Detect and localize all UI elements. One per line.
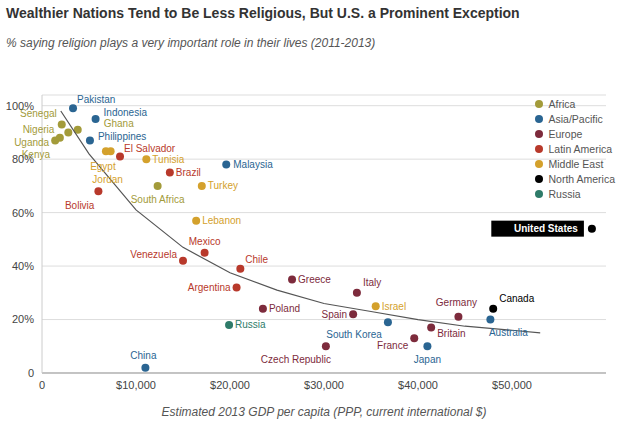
svg-text:$10,000: $10,000 bbox=[116, 379, 156, 391]
svg-text:United States: United States bbox=[514, 223, 578, 234]
html-text:Africa: Africa bbox=[548, 97, 576, 110]
svg-text:Poland: Poland bbox=[269, 303, 300, 314]
svg-text:Czech Republic: Czech Republic bbox=[261, 354, 331, 365]
svg-text:Britain: Britain bbox=[437, 328, 465, 339]
svg-text:60%: 60% bbox=[12, 207, 34, 219]
svg-text:El Salvador: El Salvador bbox=[124, 143, 176, 154]
html-text:Russia: Russia bbox=[548, 187, 581, 200]
html-text:Europe: Europe bbox=[548, 127, 583, 140]
svg-text:Greece: Greece bbox=[298, 274, 331, 285]
svg-text:Bolivia: Bolivia bbox=[65, 200, 95, 211]
svg-text:Lebanon: Lebanon bbox=[202, 215, 241, 226]
svg-text:Australia: Australia bbox=[489, 327, 528, 338]
svg-text:$30,000: $30,000 bbox=[304, 379, 344, 391]
svg-text:Estimated 2013 GDP per capita: Estimated 2013 GDP per capita (PPP, curr… bbox=[162, 405, 487, 419]
html-text:Wealthier Nations Tend to Be L: Wealthier Nations Tend to Be Less Religi… bbox=[6, 5, 520, 21]
svg-text:Uganda: Uganda bbox=[14, 137, 49, 148]
svg-text:Ghana: Ghana bbox=[104, 118, 134, 129]
svg-text:Senegal: Senegal bbox=[20, 107, 57, 119]
svg-text:Turkey: Turkey bbox=[208, 180, 238, 191]
svg-text:Philippines: Philippines bbox=[98, 131, 146, 142]
svg-text:Spain: Spain bbox=[322, 309, 348, 320]
svg-text:Brazil: Brazil bbox=[176, 167, 201, 178]
svg-text:Venezuela: Venezuela bbox=[130, 249, 177, 260]
html-text:% saying religion plays a very: % saying religion plays a very important… bbox=[6, 36, 376, 50]
html-text:Middle East: Middle East bbox=[548, 157, 604, 170]
svg-text:20%: 20% bbox=[12, 313, 34, 325]
svg-text:Indonesia: Indonesia bbox=[104, 107, 148, 118]
svg-text:Pakistan: Pakistan bbox=[77, 94, 115, 105]
svg-text:Kenya: Kenya bbox=[21, 149, 50, 161]
svg-text:Egypt: Egypt bbox=[90, 161, 116, 172]
svg-text:Mexico: Mexico bbox=[189, 236, 221, 247]
html-text:North America: North America bbox=[548, 172, 615, 185]
svg-text:40%: 40% bbox=[12, 260, 34, 272]
svg-text:Tunisia: Tunisia bbox=[152, 154, 184, 165]
svg-text:Germany: Germany bbox=[436, 297, 477, 308]
svg-text:Russia: Russia bbox=[235, 319, 266, 330]
svg-text:0: 0 bbox=[39, 379, 45, 391]
svg-text:80%: 80% bbox=[12, 153, 34, 165]
svg-text:South Africa: South Africa bbox=[131, 194, 185, 205]
svg-text:Italy: Italy bbox=[363, 277, 381, 288]
svg-text:Israel: Israel bbox=[382, 301, 406, 312]
svg-text:$20,000: $20,000 bbox=[210, 379, 250, 391]
svg-text:$50,000: $50,000 bbox=[492, 379, 532, 391]
svg-text:Nigeria: Nigeria bbox=[23, 124, 55, 135]
svg-text:$40,000: $40,000 bbox=[398, 379, 438, 391]
svg-text:China: China bbox=[130, 350, 157, 361]
svg-text:Jordan: Jordan bbox=[92, 174, 123, 185]
svg-text:100%: 100% bbox=[8, 100, 34, 112]
svg-text:0: 0 bbox=[28, 367, 34, 379]
svg-text:Canada: Canada bbox=[499, 293, 534, 304]
svg-text:Malaysia: Malaysia bbox=[233, 159, 273, 170]
html-text:Latin America: Latin America bbox=[548, 142, 613, 155]
html-text:Asia/Pacific: Asia/Pacific bbox=[548, 112, 603, 125]
svg-text:South Korea: South Korea bbox=[326, 329, 382, 340]
svg-text:Chile: Chile bbox=[245, 254, 268, 265]
svg-text:Argentina: Argentina bbox=[188, 282, 231, 293]
svg-text:France: France bbox=[377, 340, 409, 351]
svg-text:Japan: Japan bbox=[414, 354, 441, 365]
